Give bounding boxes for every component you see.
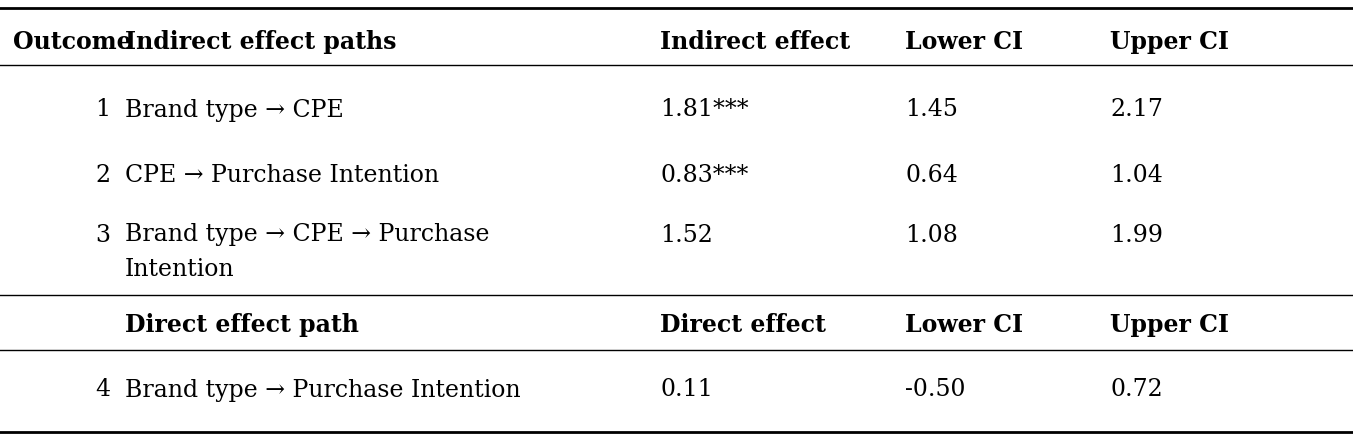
Text: Indirect effect paths: Indirect effect paths [124,30,396,54]
Text: Upper CI: Upper CI [1109,30,1229,54]
Text: CPE → Purchase Intention: CPE → Purchase Intention [124,164,440,187]
Text: 3: 3 [95,224,110,246]
Text: 1.52: 1.52 [660,224,713,246]
Text: Brand type → Purchase Intention: Brand type → Purchase Intention [124,378,521,401]
Text: Lower CI: Lower CI [905,313,1023,337]
Text: 1.08: 1.08 [905,224,958,246]
Text: 1.04: 1.04 [1109,164,1162,187]
Text: -0.50: -0.50 [905,378,966,401]
Text: 2.17: 2.17 [1109,99,1162,121]
Text: 1.99: 1.99 [1109,224,1164,246]
Text: 0.64: 0.64 [905,164,958,187]
Text: 1: 1 [95,99,110,121]
Text: Direct effect path: Direct effect path [124,313,359,337]
Text: Outcome: Outcome [14,30,131,54]
Text: 0.83***: 0.83*** [660,164,748,187]
Text: Brand type → CPE: Brand type → CPE [124,99,344,121]
Text: 0.72: 0.72 [1109,378,1162,401]
Text: 2: 2 [95,164,110,187]
Text: 4: 4 [95,378,110,401]
Text: 0.11: 0.11 [660,378,713,401]
Text: Indirect effect: Indirect effect [660,30,850,54]
Text: 1.81***: 1.81*** [660,99,748,121]
Text: Upper CI: Upper CI [1109,313,1229,337]
Text: Lower CI: Lower CI [905,30,1023,54]
Text: 1.45: 1.45 [905,99,958,121]
Text: Direct effect: Direct effect [660,313,825,337]
Text: Brand type → CPE → Purchase: Brand type → CPE → Purchase [124,224,490,246]
Text: Intention: Intention [124,258,234,282]
